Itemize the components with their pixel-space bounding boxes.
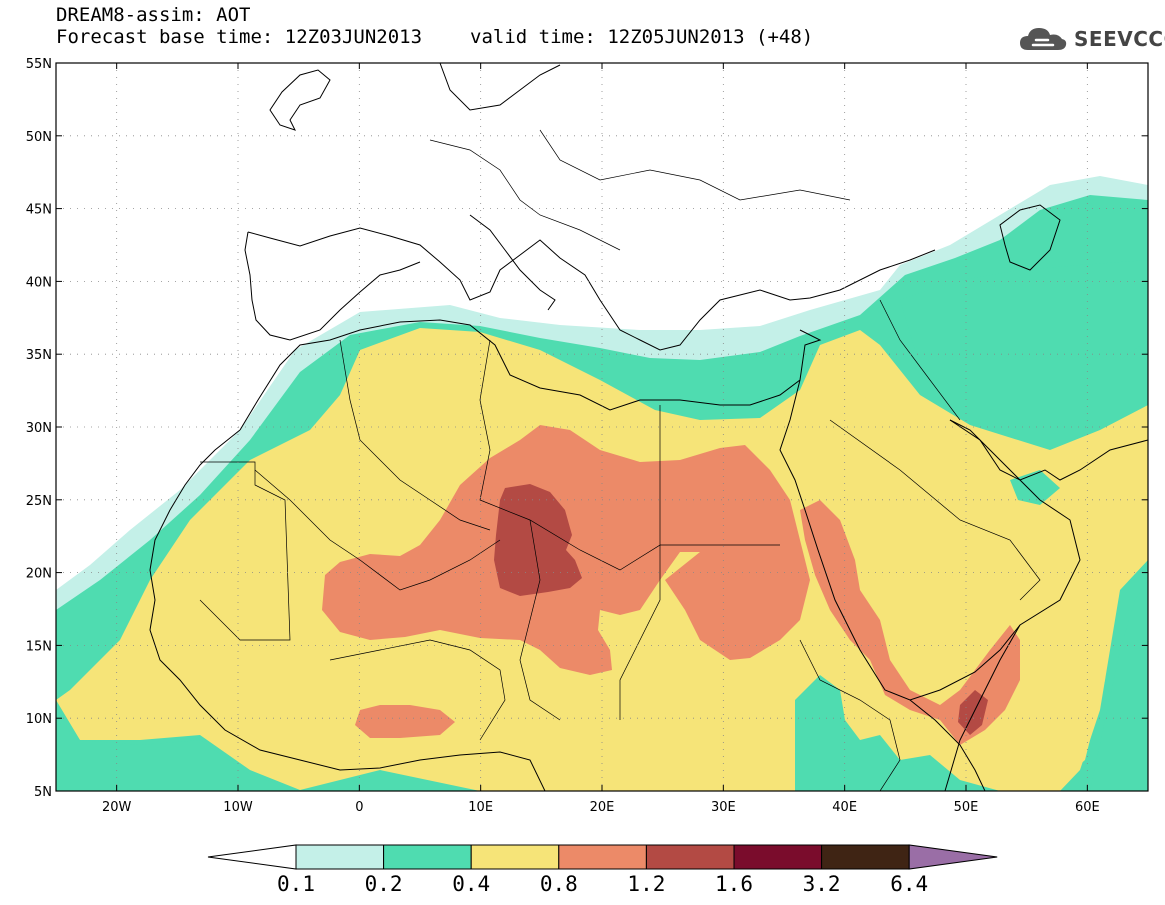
aot-contour-1.2-horn (958, 690, 988, 735)
coastlines (149, 63, 1148, 791)
map-title: DREAM8-assim: AOT (56, 4, 251, 26)
aot-contour-1.2-sahara (494, 484, 582, 596)
border-mauritania (199, 461, 291, 641)
colorbar-segment (383, 844, 472, 870)
lon-tick-label: 20W (102, 800, 132, 815)
colorbar-segment (821, 844, 910, 870)
colorbar-segment (558, 844, 647, 870)
border-egypt-sudan (619, 544, 780, 720)
lon-tick-label: 50E (954, 800, 979, 815)
coastline-horn (909, 624, 1021, 791)
border-central-europe (429, 139, 621, 251)
lon-tick-label: 20E (590, 800, 615, 815)
border-chad (519, 519, 561, 721)
time-info: Forecast base time: 12Z03JUN2013 valid ti… (56, 26, 813, 48)
border-saudi (829, 419, 1041, 601)
aot-contour-0.2-east (1090, 580, 1148, 791)
lon-tick-label: 40E (832, 800, 857, 815)
coastline-italy (469, 214, 556, 311)
lon-tick-label: 10E (468, 800, 493, 815)
coastline-north-africa (239, 319, 801, 431)
border-algeria (339, 339, 491, 531)
coastline-caspian (999, 204, 1061, 271)
lat-tick-label: 5N (34, 785, 52, 800)
lat-tick-label: 45N (26, 203, 52, 218)
lon-tick-label: 60E (1075, 800, 1100, 815)
colorbar-segment (470, 844, 560, 870)
border-nigeria (329, 639, 506, 741)
lon-tick-label: 30E (711, 800, 736, 815)
colorbar-label: 0.8 (540, 872, 578, 896)
map-header: DREAM8-assim: AOT Forecast base time: 12… (56, 4, 813, 48)
lat-tick-label: 35N (26, 348, 52, 363)
lon-tick-label: 0 (355, 800, 363, 815)
colorbar-label: 0.2 (365, 872, 403, 896)
valid-time: valid time: 12Z05JUN2013 (+48) (470, 26, 814, 48)
border-iran-iraq (879, 299, 961, 421)
coastline-levant-arabia (779, 329, 1081, 701)
colorbar-label: 1.2 (627, 872, 665, 896)
coastline-europe (247, 227, 936, 351)
coastline-west-africa (149, 429, 546, 791)
lat-tick-label: 10N (26, 712, 52, 727)
longitude-labels: 20W 10W 0 10E 20E 30E 40E 50E 60E (102, 800, 1100, 815)
lat-tick-label: 55N (26, 57, 52, 72)
coastline-scandinavia (439, 63, 561, 111)
lat-tick-label: 40N (26, 275, 52, 290)
forecast-base-time: Forecast base time: 12Z03JUN2013 (56, 26, 423, 48)
latitude-labels: 55N 50N 45N 40N 35N 30N 25N 20N 15N 10N 5N (26, 57, 52, 800)
colorbar-label: 3.2 (803, 872, 841, 896)
lat-tick-label: 50N (26, 130, 52, 145)
border-libya (479, 339, 661, 571)
colorbar-over-arrow (908, 844, 998, 870)
aot-contour-0.2-horn (795, 675, 1000, 791)
colorbar-label: 0.1 (277, 872, 315, 896)
graticule (56, 63, 1148, 791)
aot-contour-0.2-iran (900, 260, 1148, 400)
colorbar-label: 6.4 (890, 872, 928, 896)
lat-tick-label: 25N (26, 494, 52, 509)
colorbar-under-arrow (207, 844, 297, 870)
aot-contour-0.8-redsea (800, 500, 1020, 745)
logo-text: SEEVCCC (1074, 27, 1165, 51)
coastline-iberia (244, 231, 421, 341)
colorbar: 0.1 0.2 0.4 0.8 1.2 1.6 3.2 6.4 (207, 844, 998, 896)
colorbar-label: 1.6 (715, 872, 753, 896)
coastline-uk (269, 69, 331, 131)
border-ethiopia (799, 639, 901, 791)
seevccc-logo: SEEVCCC (1018, 22, 1165, 56)
lat-tick-label: 15N (26, 639, 52, 654)
colorbar-segment (295, 844, 385, 870)
aot-contour-0.2-coast (56, 720, 300, 791)
colorbar-label: 0.4 (452, 872, 490, 896)
colorbar-segment (733, 844, 823, 870)
axis-ticks (56, 62, 1148, 792)
country-borders (199, 129, 1041, 791)
lat-tick-label: 20N (26, 567, 52, 582)
border-east-europe (539, 129, 851, 201)
aot-contour-0.8-guinea (355, 705, 455, 738)
map-plot-area (56, 63, 1148, 791)
lat-tick-label: 30N (26, 421, 52, 436)
lon-tick-label: 10W (223, 800, 253, 815)
border-mali-niger (254, 469, 501, 591)
cloud-icon (1020, 28, 1067, 50)
coastline-persian-gulf (949, 419, 1148, 481)
colorbar-segment (645, 844, 735, 870)
